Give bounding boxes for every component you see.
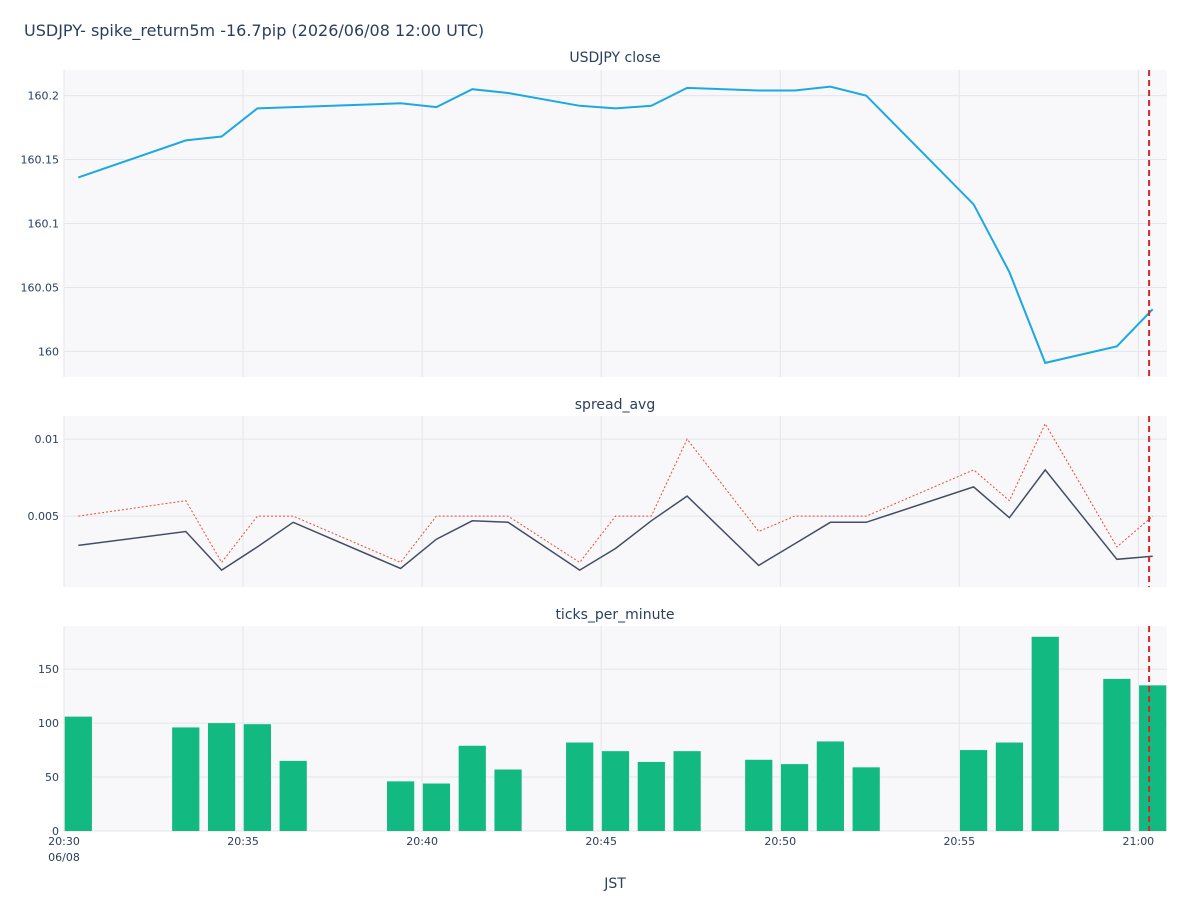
tick-count-bar — [1139, 685, 1167, 831]
y-tick-label: 160.1 — [28, 218, 60, 231]
y-tick-label: 0 — [52, 825, 59, 838]
tick-count-bar — [387, 781, 415, 831]
x-tick-date-label: 06/08 — [48, 851, 80, 864]
spread-avg-line — [78, 468, 1153, 572]
y-tick-label: 160 — [38, 345, 59, 358]
x-tick-label: 20:50 — [764, 835, 796, 848]
y-tick-label: 150 — [38, 663, 59, 676]
x-tick-label: 20:45 — [585, 835, 617, 848]
tick-count-bar — [1103, 678, 1131, 831]
spread-plot-area — [64, 416, 1167, 587]
y-tick-label: 160.2 — [28, 90, 60, 103]
tick-count-bar — [279, 760, 307, 831]
y-tick-label: 50 — [45, 771, 59, 784]
x-tick-label: 20:40 — [406, 835, 438, 848]
tick-count-bar — [780, 764, 809, 831]
close-series-line — [77, 85, 1154, 365]
close-panel-title: USDJPY close — [569, 50, 660, 66]
tick-count-bar — [1031, 636, 1059, 831]
ticks-panel: ticks_per_minute 0 50 100 150 — [38, 607, 1167, 838]
tick-count-bar — [816, 741, 844, 831]
y-tick-label: 100 — [38, 717, 59, 730]
tick-count-bar — [207, 723, 236, 831]
x-tick-label: 21:00 — [1122, 835, 1154, 848]
spread-panel: spread_avg 0.005 0.01 — [28, 397, 1167, 587]
tick-count-bar — [64, 716, 92, 831]
tick-count-bar — [960, 750, 988, 831]
x-tick-label: 20:35 — [227, 835, 259, 848]
y-tick-label: 160.15 — [21, 154, 60, 167]
tick-count-bar — [637, 761, 665, 831]
y-tick-label: 0.005 — [28, 510, 60, 523]
spread-max-line — [78, 422, 1154, 564]
tick-count-bar — [673, 751, 701, 831]
spread-panel-title: spread_avg — [575, 397, 655, 413]
x-axis-title: JST — [603, 876, 626, 892]
tick-count-bar — [745, 759, 773, 831]
tick-count-bar — [494, 769, 522, 831]
ticks-panel-title: ticks_per_minute — [555, 607, 674, 623]
tick-count-bar — [566, 742, 594, 831]
x-axis: 20:30 06/08 20:35 20:40 20:45 20:50 20:55 21:00 — [48, 835, 1154, 864]
close-panel: USDJPY close 160 160.05 160.1 160.15 160.2 — [21, 50, 1167, 377]
x-tick-label: 20:30 — [48, 835, 80, 848]
x-tick-label: 20:55 — [943, 835, 975, 848]
tick-count-bar — [601, 751, 630, 831]
y-tick-label: 0.01 — [35, 433, 60, 446]
chart-title: USDJPY- spike_return5m -16.7pip (2026/06… — [24, 21, 484, 41]
tick-count-bar — [422, 783, 451, 831]
tick-count-bar — [243, 724, 271, 831]
tick-count-bar — [172, 727, 200, 831]
y-tick-label: 160.05 — [21, 281, 60, 294]
tick-count-bar — [995, 742, 1024, 831]
tick-count-bar — [458, 745, 486, 831]
tick-count-bar — [852, 767, 880, 831]
